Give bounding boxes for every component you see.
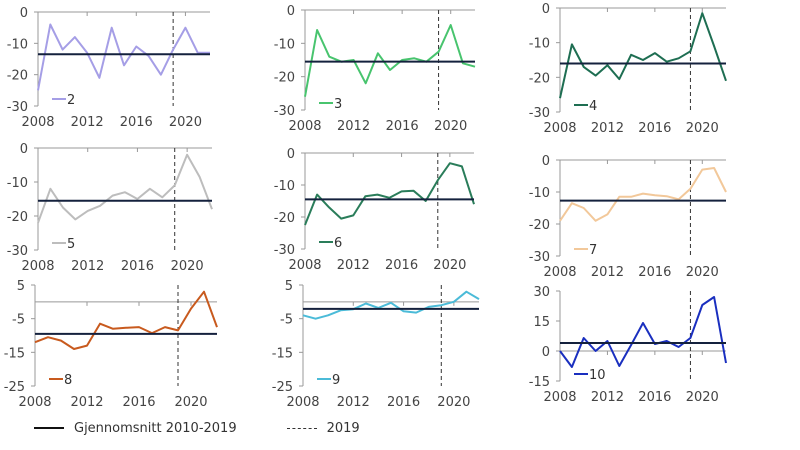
x-tick-label: 2020 (437, 395, 470, 410)
x-tick-label: 2008 (21, 115, 54, 130)
x-tick-label: 2008 (288, 119, 321, 134)
x-tick-label: 2016 (387, 395, 420, 410)
y-tick-label: 0 (542, 154, 550, 169)
x-tick-label: 2020 (434, 119, 467, 134)
y-tick-label: -20 (274, 71, 295, 86)
legend-label-average: Gjennomsnitt 2010-2019 (74, 420, 237, 436)
x-tick-label: 2012 (337, 395, 370, 410)
x-tick-label: 2016 (386, 119, 419, 134)
panel-legend-label: 6 (334, 236, 342, 251)
y-tick-label: 0 (287, 4, 295, 19)
x-tick-label: 2012 (70, 395, 103, 410)
x-tick-label: 2020 (433, 258, 466, 273)
x-tick-label: 2012 (71, 115, 104, 130)
y-tick-label: 0 (542, 345, 550, 360)
y-tick-label: -10 (7, 176, 28, 191)
y-tick-label: -25 (4, 380, 25, 395)
series-line-10 (559, 296, 727, 368)
y-tick-label: -15 (4, 346, 25, 361)
y-tick-label: 0 (287, 147, 295, 162)
panel-legend-label: 9 (332, 373, 340, 388)
x-tick-label: 2012 (337, 258, 370, 273)
panel-legend-label: 5 (67, 237, 75, 252)
series-line-9 (302, 290, 480, 320)
y-tick-label: 0 (20, 6, 28, 21)
panel-legend-label: 8 (64, 373, 72, 388)
series-line-3 (304, 24, 476, 97)
y-tick-label: 30 (533, 285, 550, 300)
x-tick-label: 2012 (591, 121, 624, 136)
x-tick-label: 2008 (543, 265, 576, 280)
legend-item-2019: 2019 (286, 420, 360, 436)
panel-legend-label: 3 (334, 97, 342, 112)
series-line-8 (34, 290, 218, 350)
y-tick-label: -20 (7, 69, 28, 84)
y-tick-label: -15 (272, 346, 293, 361)
legend-swatch-solid (34, 427, 64, 429)
series-line-5 (37, 153, 213, 224)
x-tick-label: 2020 (171, 259, 204, 274)
x-tick-label: 2020 (169, 115, 202, 130)
x-tick-label: 2012 (591, 265, 624, 280)
x-tick-label: 2008 (543, 390, 576, 405)
y-tick-label: 5 (17, 279, 25, 294)
y-tick-label: -10 (529, 37, 550, 52)
legend-swatch-dashed (286, 427, 317, 429)
series-line-2 (37, 23, 210, 91)
x-tick-label: 2012 (337, 119, 370, 134)
legend-label-2019: 2019 (326, 420, 360, 436)
y-tick-label: -20 (529, 71, 550, 86)
y-tick-label: -30 (7, 244, 28, 259)
series-line-6 (304, 162, 475, 226)
series-line-4 (559, 12, 727, 99)
y-tick-label: -15 (529, 375, 550, 390)
y-tick-label: -20 (529, 218, 550, 233)
legend-item-average: Gjennomsnitt 2010-2019 (34, 421, 237, 436)
y-tick-label: -30 (274, 104, 295, 119)
y-tick-label: -30 (529, 250, 550, 265)
x-tick-label: 2008 (288, 258, 321, 273)
x-tick-label: 2020 (686, 390, 719, 405)
y-tick-label: 5 (285, 279, 293, 294)
x-tick-label: 2020 (686, 121, 719, 136)
y-tick-label: 0 (20, 142, 28, 157)
x-tick-label: 2016 (121, 259, 154, 274)
series-line-7 (559, 167, 727, 222)
y-tick-label: -30 (7, 100, 28, 115)
x-tick-label: 2012 (71, 259, 104, 274)
y-tick-label: -20 (274, 211, 295, 226)
y-tick-label: -30 (529, 106, 550, 121)
x-tick-label: 2008 (21, 259, 54, 274)
y-tick-label: 0 (542, 2, 550, 17)
x-tick-label: 2016 (638, 390, 671, 405)
y-tick-label: -10 (274, 179, 295, 194)
x-tick-label: 2016 (638, 265, 671, 280)
y-tick-label: -5 (280, 313, 293, 328)
x-tick-label: 2008 (286, 395, 319, 410)
x-tick-label: 2016 (385, 258, 418, 273)
x-tick-label: 2016 (638, 121, 671, 136)
y-tick-label: -10 (7, 37, 28, 52)
panel-legend-label: 7 (589, 243, 597, 258)
panel-legend-label: 10 (589, 368, 606, 383)
x-tick-label: 2016 (122, 395, 155, 410)
x-tick-label: 2008 (543, 121, 576, 136)
y-tick-label: -25 (272, 380, 293, 395)
x-tick-label: 2020 (686, 265, 719, 280)
x-tick-label: 2020 (174, 395, 207, 410)
y-tick-label: -10 (529, 186, 550, 201)
y-tick-label: 15 (533, 315, 550, 330)
y-tick-label: -10 (274, 37, 295, 52)
x-tick-label: 2016 (120, 115, 153, 130)
legend: Gjennomsnitt 2010-2019 2019 (34, 418, 410, 438)
x-tick-label: 2008 (18, 395, 51, 410)
y-tick-label: -5 (12, 313, 25, 328)
x-tick-label: 2012 (591, 390, 624, 405)
y-tick-label: -20 (7, 210, 28, 225)
panel-legend-label: 2 (67, 93, 75, 108)
y-tick-label: -30 (274, 243, 295, 258)
panel-legend-label: 4 (589, 99, 597, 114)
